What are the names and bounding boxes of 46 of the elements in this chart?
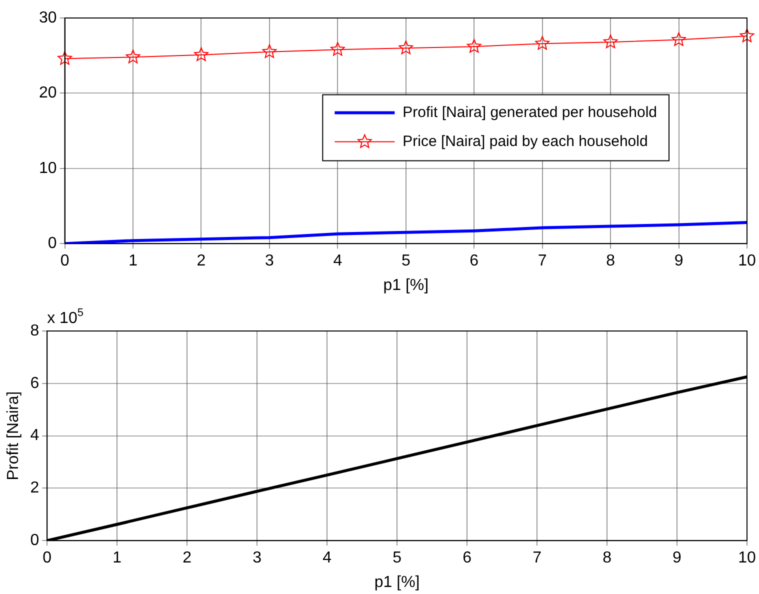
y-tick-label: 6 (30, 374, 40, 392)
x-tick-label: 10 (738, 252, 756, 270)
y-tick-label: 8 (30, 322, 40, 340)
x-tick-label: 1 (112, 550, 122, 567)
x-axis-title: p1 [%] (374, 574, 420, 591)
x-tick-label: 9 (674, 252, 684, 270)
x-tick-label: 5 (401, 252, 410, 270)
point (603, 34, 618, 48)
x-tick-label: 3 (265, 252, 274, 270)
x-tick-label: 1 (128, 252, 138, 270)
legend-label: Price [Naira] paid by each household (402, 132, 648, 150)
x-tick-label: 4 (322, 550, 332, 567)
x-tick-label: 0 (60, 252, 70, 270)
x-tick-label: 3 (252, 550, 262, 567)
x-tick-label: 6 (470, 252, 479, 270)
y-tick-label: 4 (30, 427, 40, 444)
point (330, 42, 345, 56)
x-tick-label: 8 (606, 252, 616, 270)
y-tick-label: 0 (48, 235, 57, 252)
y-tick-label: 20 (39, 84, 57, 102)
y-tick-label: 10 (39, 160, 57, 177)
point (398, 40, 414, 54)
x-tick-label: 7 (532, 550, 542, 567)
x-tick-label: 7 (538, 252, 547, 270)
x-tick-label: 10 (738, 550, 756, 567)
point (672, 32, 686, 46)
x-tick-label: 8 (602, 550, 612, 567)
x-tick-label: 2 (182, 550, 192, 567)
legend-label: Profit [Naira] generated per household (402, 104, 657, 121)
x-tick-label: 2 (196, 252, 206, 270)
x-tick-label: 4 (333, 252, 342, 270)
point (262, 44, 277, 58)
point (535, 36, 550, 50)
point (126, 50, 140, 64)
x-tick-label: 6 (462, 550, 472, 567)
point (194, 47, 208, 62)
point (740, 28, 754, 42)
y-tick-label: 30 (39, 9, 57, 26)
y-axis-title: Profit [Naira] (5, 391, 22, 480)
point (466, 39, 482, 53)
y-tick-label: 0 (30, 532, 40, 550)
point (58, 51, 72, 65)
x-tick-label: 9 (672, 550, 682, 567)
x-axis-title: p1 [%] (383, 276, 429, 294)
x-tick-label: 5 (392, 550, 402, 567)
y-tick-label: 2 (30, 480, 40, 497)
